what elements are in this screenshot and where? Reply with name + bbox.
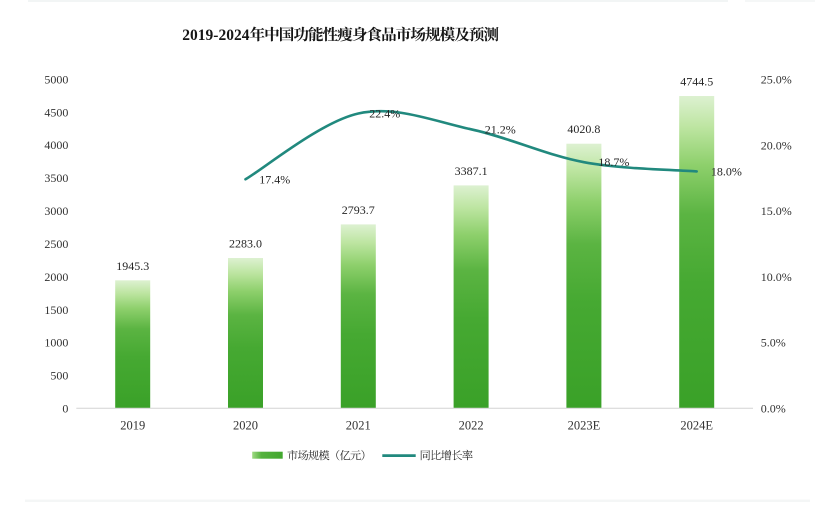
- svg-text:20.0%: 20.0%: [761, 138, 792, 152]
- svg-text:15.0%: 15.0%: [761, 204, 792, 218]
- svg-text:2023E: 2023E: [568, 419, 601, 433]
- svg-text:1500: 1500: [44, 303, 68, 317]
- svg-text:2019: 2019: [120, 419, 145, 433]
- svg-text:2283.0: 2283.0: [229, 237, 262, 251]
- svg-text:17.4%: 17.4%: [259, 173, 290, 187]
- svg-text:0.0%: 0.0%: [761, 402, 786, 416]
- svg-text:4000: 4000: [44, 138, 68, 152]
- svg-text:4020.8: 4020.8: [567, 122, 600, 136]
- svg-text:21.2%: 21.2%: [485, 123, 516, 137]
- svg-text:2019-2024: 2019-2024: [182, 27, 249, 44]
- svg-text:3500: 3500: [44, 171, 68, 185]
- svg-text:5000: 5000: [44, 72, 68, 86]
- svg-text:2020: 2020: [233, 419, 258, 433]
- svg-text:4500: 4500: [44, 105, 68, 119]
- svg-text:2000: 2000: [44, 270, 68, 284]
- svg-text:18.7%: 18.7%: [598, 155, 629, 169]
- svg-text:4744.5: 4744.5: [680, 75, 713, 89]
- svg-text:3000: 3000: [44, 204, 68, 218]
- svg-text:10.0%: 10.0%: [761, 270, 792, 284]
- svg-text:2500: 2500: [44, 237, 68, 251]
- svg-text:25.0%: 25.0%: [761, 73, 792, 87]
- svg-text:2022: 2022: [459, 419, 484, 433]
- svg-text:500: 500: [50, 369, 68, 383]
- svg-text:2024E: 2024E: [680, 419, 713, 433]
- svg-text:5.0%: 5.0%: [761, 336, 786, 350]
- svg-text:1000: 1000: [44, 336, 68, 350]
- svg-text:2793.7: 2793.7: [342, 203, 375, 217]
- svg-text:1945.3: 1945.3: [116, 259, 149, 273]
- svg-text:22.4%: 22.4%: [369, 107, 400, 121]
- svg-text:0: 0: [62, 402, 68, 416]
- svg-text:2021: 2021: [346, 419, 371, 433]
- svg-text:18.0%: 18.0%: [711, 165, 742, 179]
- svg-text:3387.1: 3387.1: [455, 164, 488, 178]
